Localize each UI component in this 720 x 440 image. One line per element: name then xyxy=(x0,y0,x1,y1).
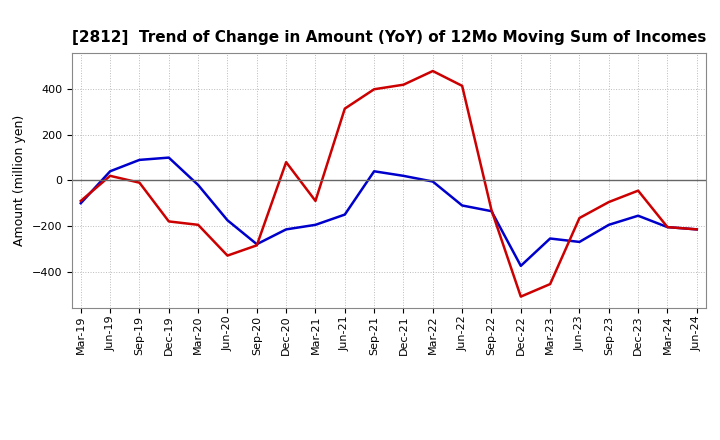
Ordinary Income xyxy=(164,155,173,160)
Net Income xyxy=(135,180,144,185)
Net Income xyxy=(428,68,437,73)
Ordinary Income xyxy=(106,169,114,174)
Ordinary Income xyxy=(370,169,379,174)
Net Income xyxy=(311,198,320,204)
Ordinary Income xyxy=(399,173,408,179)
Net Income xyxy=(575,215,584,220)
Ordinary Income xyxy=(663,224,672,230)
Net Income xyxy=(106,173,114,179)
Net Income xyxy=(76,198,85,204)
Net Income xyxy=(164,219,173,224)
Title: [2812]  Trend of Change in Amount (YoY) of 12Mo Moving Sum of Incomes: [2812] Trend of Change in Amount (YoY) o… xyxy=(71,29,706,45)
Ordinary Income xyxy=(282,227,290,232)
Net Income xyxy=(487,207,496,213)
Y-axis label: Amount (million yen): Amount (million yen) xyxy=(13,115,26,246)
Ordinary Income xyxy=(605,222,613,227)
Net Income xyxy=(370,87,379,92)
Net Income xyxy=(516,294,525,299)
Ordinary Income xyxy=(76,201,85,206)
Ordinary Income xyxy=(341,212,349,217)
Ordinary Income xyxy=(428,179,437,184)
Ordinary Income xyxy=(311,222,320,227)
Net Income xyxy=(605,199,613,205)
Ordinary Income xyxy=(575,239,584,245)
Net Income xyxy=(282,160,290,165)
Net Income xyxy=(399,82,408,87)
Ordinary Income xyxy=(487,209,496,214)
Ordinary Income xyxy=(458,203,467,208)
Ordinary Income xyxy=(194,182,202,187)
Net Income xyxy=(634,188,642,193)
Net Income xyxy=(458,83,467,88)
Net Income xyxy=(194,222,202,227)
Ordinary Income xyxy=(693,227,701,232)
Net Income xyxy=(223,253,232,258)
Ordinary Income xyxy=(516,263,525,268)
Net Income xyxy=(341,106,349,111)
Net Income xyxy=(546,282,554,287)
Net Income xyxy=(253,243,261,248)
Net Income xyxy=(663,224,672,230)
Net Income xyxy=(693,227,701,232)
Line: Ordinary Income: Ordinary Income xyxy=(81,158,697,266)
Line: Net Income: Net Income xyxy=(81,71,697,297)
Ordinary Income xyxy=(634,213,642,218)
Ordinary Income xyxy=(223,218,232,223)
Ordinary Income xyxy=(546,236,554,241)
Ordinary Income xyxy=(135,157,144,162)
Ordinary Income xyxy=(253,242,261,247)
